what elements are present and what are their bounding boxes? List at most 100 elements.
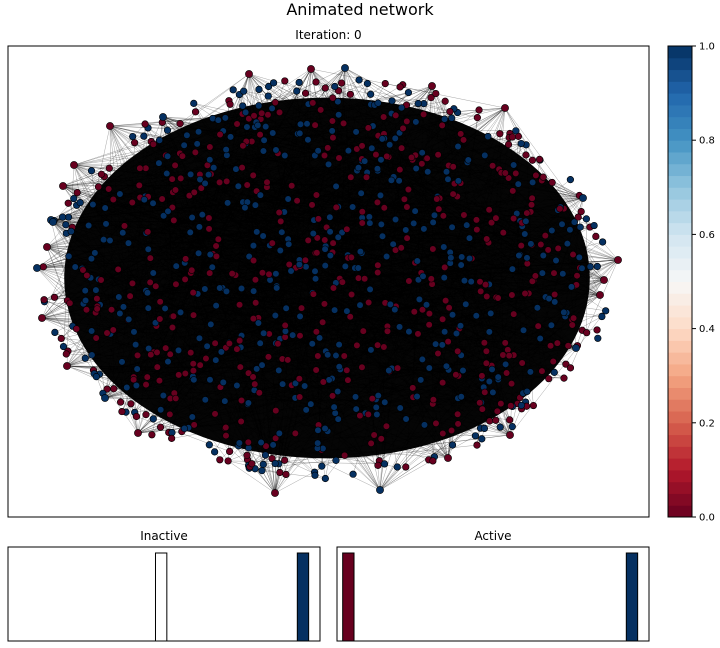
network-edge bbox=[377, 128, 404, 466]
network-edge bbox=[296, 68, 312, 92]
network-node bbox=[456, 322, 465, 330]
network-edge bbox=[260, 153, 279, 196]
network-edge bbox=[73, 164, 198, 295]
network-node bbox=[519, 326, 528, 334]
network-node bbox=[321, 474, 329, 483]
network-node bbox=[329, 134, 337, 142]
network-edge bbox=[66, 239, 219, 367]
network-node bbox=[260, 136, 268, 144]
network-edge bbox=[162, 85, 433, 200]
network-node bbox=[81, 296, 90, 305]
network-edge bbox=[412, 228, 425, 388]
network-node bbox=[237, 396, 246, 405]
network-edge bbox=[227, 202, 281, 222]
network-node bbox=[602, 307, 610, 315]
network-edge bbox=[377, 170, 387, 257]
network-node bbox=[391, 134, 399, 142]
network-node bbox=[291, 429, 299, 437]
network-node bbox=[566, 364, 575, 372]
network-edge bbox=[344, 67, 508, 351]
network-edge bbox=[256, 190, 477, 221]
network-node bbox=[271, 489, 279, 497]
network-node bbox=[124, 239, 133, 247]
colorbar-tick-label: 0.6 bbox=[699, 230, 715, 241]
network-edge bbox=[275, 434, 511, 439]
network-node bbox=[159, 391, 167, 400]
network-edge bbox=[133, 216, 579, 333]
network-edge bbox=[432, 344, 443, 461]
network-edge bbox=[489, 107, 506, 285]
network-edge bbox=[447, 144, 527, 459]
network-node bbox=[332, 203, 340, 211]
network-node bbox=[402, 463, 410, 471]
network-edge bbox=[275, 222, 492, 464]
network-node bbox=[73, 188, 81, 197]
network-edge bbox=[339, 107, 506, 367]
network-node bbox=[533, 304, 542, 312]
network-node bbox=[211, 448, 219, 456]
network-edge bbox=[173, 197, 584, 221]
network-edge bbox=[240, 335, 301, 422]
network-node bbox=[494, 373, 502, 381]
network-node bbox=[486, 417, 494, 425]
network-node bbox=[281, 321, 289, 330]
network-node bbox=[373, 165, 382, 173]
network-node bbox=[505, 351, 513, 360]
network-edge bbox=[288, 243, 501, 404]
network-edge bbox=[248, 73, 312, 405]
network-node bbox=[76, 198, 84, 207]
network-edge bbox=[104, 171, 428, 399]
network-edge bbox=[369, 156, 388, 224]
network-edge bbox=[254, 172, 368, 385]
network-node bbox=[410, 308, 418, 316]
network-node bbox=[156, 298, 164, 306]
network-node bbox=[566, 176, 574, 184]
network-node bbox=[321, 84, 329, 92]
network-edge bbox=[46, 158, 362, 248]
network-node bbox=[314, 352, 322, 360]
network-edge bbox=[41, 317, 499, 380]
network-node bbox=[528, 194, 536, 202]
network-node bbox=[528, 156, 537, 164]
network-edge bbox=[136, 159, 469, 386]
network-edge bbox=[248, 73, 333, 99]
network-edge bbox=[52, 126, 256, 223]
network-node bbox=[63, 362, 71, 370]
colorbar-level bbox=[668, 81, 692, 94]
network-node bbox=[566, 226, 574, 234]
network-edge bbox=[241, 252, 451, 336]
network-node bbox=[471, 432, 480, 440]
network-node bbox=[143, 289, 152, 297]
network-edge bbox=[104, 180, 542, 399]
network-node bbox=[185, 192, 193, 200]
network-node bbox=[575, 253, 583, 261]
network-node bbox=[163, 126, 172, 134]
network-node bbox=[272, 146, 280, 154]
network-edge bbox=[379, 204, 532, 491]
network-edge bbox=[109, 168, 464, 371]
network-edge bbox=[73, 164, 186, 374]
network-edge bbox=[171, 178, 276, 464]
network-edge bbox=[375, 160, 533, 400]
network-edge bbox=[415, 155, 453, 315]
network-node bbox=[276, 246, 284, 255]
network-edge bbox=[137, 267, 445, 434]
network-node bbox=[168, 175, 176, 183]
network-node bbox=[438, 121, 446, 129]
network-edge bbox=[104, 235, 546, 399]
network-node bbox=[489, 388, 497, 396]
network-edge bbox=[249, 379, 421, 467]
network-node bbox=[296, 312, 304, 320]
network-edge bbox=[76, 205, 533, 282]
network-edge bbox=[50, 219, 445, 268]
network-node bbox=[208, 263, 216, 271]
network-edge bbox=[46, 246, 288, 361]
network-node bbox=[67, 227, 75, 235]
network-node bbox=[335, 341, 343, 349]
network-edge bbox=[209, 146, 381, 491]
network-node bbox=[118, 358, 126, 366]
network-edge bbox=[447, 165, 493, 459]
network-node bbox=[279, 380, 287, 388]
network-edge bbox=[101, 174, 249, 443]
network-edge bbox=[101, 174, 318, 444]
